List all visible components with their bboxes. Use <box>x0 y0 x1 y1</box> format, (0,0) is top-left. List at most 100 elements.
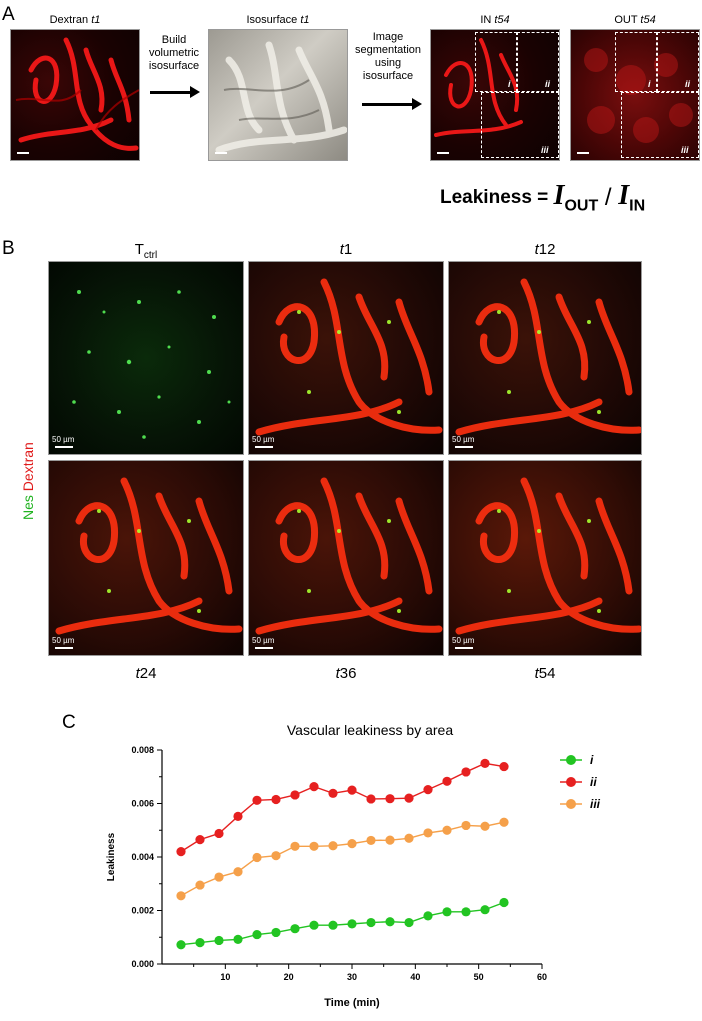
data-point-i <box>290 924 300 934</box>
caption-2-time: t1 <box>300 14 310 26</box>
x-axis-label: Time (min) <box>324 997 380 1009</box>
scale-label: 50 µm <box>452 636 475 645</box>
x-tick-label: 50 <box>474 972 484 982</box>
caption-3-text: IN <box>480 14 495 26</box>
y-tick-label: 0.008 <box>131 745 154 755</box>
grid-label-t12: t12 <box>448 241 642 258</box>
data-point-iii <box>214 872 224 882</box>
grid-label-t24: t24 <box>48 665 244 682</box>
image-t12: 50 µm <box>448 261 642 455</box>
formula-prefix: Leakiness = <box>440 186 554 208</box>
x-tick-label: 30 <box>347 972 357 982</box>
dextran-t1-image <box>10 29 140 161</box>
data-point-i <box>366 917 376 928</box>
legend-label-iii: iii <box>590 797 601 811</box>
scale-bar <box>55 647 73 649</box>
arrow-1-line-1: Build <box>161 34 187 46</box>
label-t-italic: t <box>534 241 539 258</box>
panel-c-letter: C <box>62 712 76 733</box>
data-point-ii <box>271 794 281 805</box>
leakiness-formula: Leakiness = IOUT / IIN <box>440 180 700 220</box>
data-point-i <box>328 920 338 930</box>
data-point-ii <box>366 794 376 804</box>
caption-1-time: t1 <box>91 14 101 26</box>
label-time: 54 <box>538 665 556 682</box>
data-point-i <box>252 929 262 940</box>
arrow-2-line-4: isosurface <box>362 70 414 82</box>
data-point-iii <box>366 835 376 846</box>
arrow-2-shaft <box>362 103 414 106</box>
data-point-ii <box>461 767 471 777</box>
formula-numerator: IOUT <box>554 180 599 215</box>
grid-label-t36: t36 <box>248 665 444 682</box>
roi-ii <box>517 32 559 92</box>
label-t-italic: t <box>339 241 344 258</box>
data-point-iii <box>404 833 414 843</box>
data-point-i <box>271 927 281 938</box>
data-point-iii <box>271 851 281 861</box>
series-line-iii <box>180 821 505 897</box>
out-tissue-drawing <box>584 48 693 143</box>
in-vessel-drawing <box>434 38 523 137</box>
y-tick-label: 0.006 <box>131 799 154 809</box>
data-point-i <box>480 905 490 915</box>
vessel-drawing <box>255 278 443 436</box>
image-tctrl: 50 µm <box>48 261 244 455</box>
data-point-iii <box>385 835 395 845</box>
caption-2-text: Isosurface <box>246 14 301 26</box>
arrow-1-line-2: volumetric <box>148 47 200 59</box>
data-point-iii <box>347 839 357 849</box>
data-point-ii <box>290 790 300 800</box>
scale-bar <box>437 152 449 154</box>
data-point-ii <box>195 835 205 845</box>
data-point-ii <box>328 788 338 798</box>
scale-bar <box>455 446 473 448</box>
label-ctrl: ctrl <box>143 250 158 261</box>
panel-a-caption-1: Dextran t1 <box>10 14 140 27</box>
out-t54-image: i ii iii <box>570 29 700 161</box>
data-point-i <box>176 940 186 950</box>
data-point-i <box>195 938 205 948</box>
data-point-ii <box>233 811 243 821</box>
scale-bar <box>215 152 227 154</box>
caption-4-text: OUT <box>614 14 641 26</box>
roi-label-i: i <box>508 79 511 89</box>
data-point-iii <box>290 841 300 851</box>
roi-label-iii: iii <box>681 145 689 155</box>
scale-label: 50 µm <box>52 435 75 444</box>
data-point-i <box>404 917 414 928</box>
data-point-i <box>347 919 357 929</box>
scale-label: 50 µm <box>252 636 275 645</box>
data-point-ii <box>499 761 509 772</box>
data-point-i <box>461 907 471 917</box>
arrow-1-text: Build volumetric isosurface <box>142 34 206 73</box>
arrow-2-text: Image segmentation using isosurface <box>348 31 428 83</box>
scale-bar <box>255 446 273 448</box>
panel-b-letter: B <box>2 238 15 259</box>
series-line-i <box>180 901 505 946</box>
x-tick-label: 40 <box>410 972 420 982</box>
vessel-drawing <box>15 37 139 151</box>
data-point-i <box>499 897 509 908</box>
grid-label-t54: t54 <box>448 665 642 682</box>
y-tick-label: 0.000 <box>131 959 154 969</box>
x-tick-label: 20 <box>284 972 294 982</box>
data-point-ii <box>309 782 319 792</box>
data-point-i <box>233 934 243 944</box>
caption-4-time: t54 <box>640 14 656 26</box>
label-t-italic: t <box>135 665 140 682</box>
vessel-drawing <box>455 278 641 436</box>
isosurface-drawing <box>215 41 347 154</box>
side-label-dextran: Dextran <box>20 442 36 492</box>
data-point-iii <box>233 867 243 877</box>
formula-denominator: IIN <box>618 180 645 215</box>
data-point-ii <box>252 795 262 805</box>
legend-marker-i <box>566 755 576 765</box>
formula-num-sub: OUT <box>564 197 599 215</box>
panel-a-caption-2: Isosurface t1 <box>208 14 348 27</box>
label-t-italic: t <box>335 665 340 682</box>
panel-a-caption-4: OUT t54 <box>570 14 700 27</box>
scale-bar <box>455 647 473 649</box>
data-point-ii <box>404 793 414 803</box>
arrow-1-head <box>190 86 200 98</box>
